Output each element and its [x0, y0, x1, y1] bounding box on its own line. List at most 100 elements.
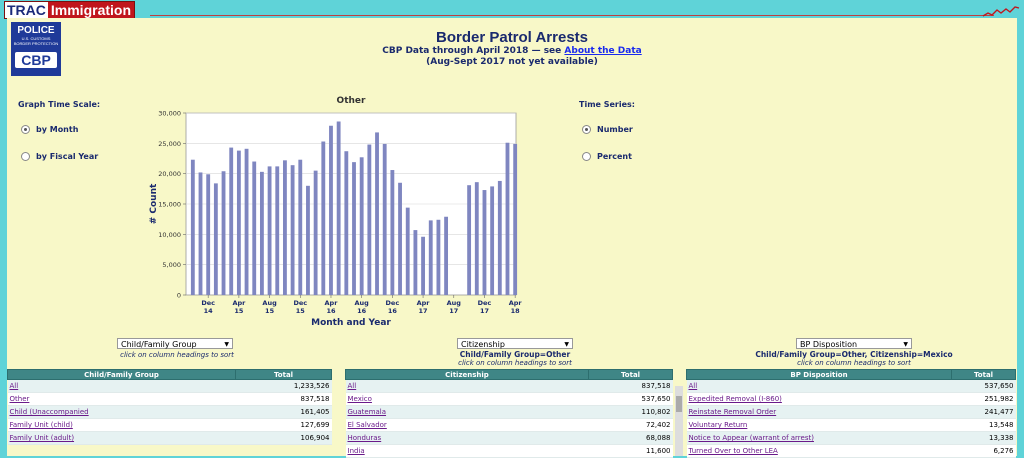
bar — [198, 172, 203, 295]
x-tick-label-year: 15 — [234, 307, 244, 315]
table-row: Turned Over to Other LEA 6,276 — [686, 444, 1016, 458]
by-fiscal-year-radio[interactable]: by Fiscal Year — [21, 152, 98, 161]
table-row: Mexico 537,650 — [345, 392, 673, 406]
row-name-cell: Family Unit (child) — [7, 418, 236, 432]
table-row: Voluntary Return 13,548 — [686, 418, 1016, 432]
row-link[interactable]: Voluntary Return — [688, 421, 748, 429]
row-total-cell: 251,982 — [951, 392, 1016, 406]
group-total-header[interactable]: Total — [235, 369, 332, 380]
percent-label: Percent — [597, 152, 632, 161]
row-total-cell: 241,477 — [951, 405, 1016, 419]
by-month-label: by Month — [36, 125, 79, 134]
y-tick-label: 15,000 — [158, 201, 181, 209]
citizenship-select[interactable]: Citizenship ▼ — [457, 338, 573, 349]
by-month-radio[interactable]: by Month — [21, 125, 78, 134]
number-radio[interactable]: Number — [582, 125, 633, 134]
table-row: Notice to Appear (warrant of arrest) 13,3… — [686, 431, 1016, 445]
bar — [252, 161, 257, 295]
row-link[interactable]: Family Unit (adult) — [9, 434, 75, 442]
row-link[interactable]: All — [9, 382, 19, 390]
x-tick-label-year: 16 — [326, 307, 336, 315]
row-link[interactable]: El Salvador — [347, 421, 387, 429]
radio-empty-icon — [582, 152, 591, 161]
table-row: Expedited Removal (I-860) 251,982 — [686, 392, 1016, 406]
bar — [336, 121, 341, 295]
row-name-cell: All — [686, 379, 952, 393]
by-fiscal-year-label: by Fiscal Year — [36, 152, 99, 161]
dropdown-arrow-icon: ▼ — [903, 341, 908, 348]
row-link[interactable]: All — [688, 382, 698, 390]
y-tick-label: 5,000 — [162, 261, 181, 269]
citizenship-col-header[interactable]: Citizenship — [345, 369, 589, 380]
citizenship-total-header[interactable]: Total — [588, 369, 673, 380]
disposition-select[interactable]: BP Disposition ▼ — [796, 338, 912, 349]
bar — [344, 151, 349, 295]
bar — [306, 185, 310, 295]
group-select[interactable]: Child/Family Group ▼ — [117, 338, 233, 349]
bar — [490, 186, 495, 295]
row-name-cell: El Salvador — [345, 418, 589, 432]
row-total-cell: 6,276 — [951, 444, 1016, 458]
row-name-cell: All — [345, 379, 589, 393]
row-link[interactable]: Reinstate Removal Order — [688, 408, 777, 416]
about-data-link[interactable]: About the Data — [564, 46, 642, 56]
x-tick-label-month: Apr — [509, 299, 523, 307]
disposition-select-value: BP Disposition — [800, 340, 858, 349]
time-scale-label: Graph Time Scale: — [18, 100, 101, 109]
page-title: Border Patrol Arrests — [436, 29, 588, 46]
trac-logo[interactable]: TRAC Immigration — [4, 1, 136, 19]
page-subtitle: CBP Data through April 2018 — see About … — [7, 46, 1017, 57]
trac-logo-part2: Immigration — [47, 2, 135, 18]
table-row: El Salvador 72,402 — [345, 418, 673, 432]
bar — [244, 148, 249, 295]
row-name-cell: Family Unit (adult) — [7, 431, 236, 445]
citizenship-table: Citizenship Total All 837,518 Mexico 537,65… — [345, 369, 673, 458]
citizenship-filter: Child/Family Group=Other — [459, 350, 571, 359]
y-axis-title: # Count — [149, 183, 159, 224]
bar — [267, 166, 272, 295]
x-tick-label-year: 17 — [449, 307, 458, 315]
bar — [236, 150, 241, 295]
row-link[interactable]: Honduras — [347, 434, 382, 442]
row-link[interactable]: Mexico — [347, 395, 372, 403]
citizenship-scrollbar[interactable] — [675, 386, 683, 456]
trend-line-icon — [982, 6, 1020, 17]
time-series-label: Time Series: — [579, 100, 636, 109]
x-tick-label-month: Dec — [386, 299, 400, 307]
row-link[interactable]: Guatemala — [347, 408, 387, 416]
scrollbar-thumb[interactable] — [676, 396, 682, 412]
citizenship-hint: click on column headings to sort — [458, 359, 572, 367]
group-col-header[interactable]: Child/Family Group — [7, 369, 236, 380]
row-total-cell: 161,405 — [235, 405, 332, 419]
bar — [474, 182, 479, 295]
table-row: Guatemala 110,802 — [345, 405, 673, 419]
x-tick-label-month: Apr — [417, 299, 431, 307]
row-link[interactable]: Turned Over to Other LEA — [688, 447, 778, 455]
row-name-cell: Mexico — [345, 392, 589, 406]
bar — [190, 159, 195, 295]
row-link[interactable]: Family Unit (child) — [9, 421, 73, 429]
bar — [329, 125, 333, 296]
group-hint: click on column headings to sort — [67, 351, 287, 359]
y-tick-label: 20,000 — [158, 170, 181, 178]
row-link[interactable]: Expedited Removal (I-860) — [688, 395, 782, 403]
x-tick-label-month: Dec — [293, 299, 307, 307]
percent-radio[interactable]: Percent — [582, 152, 632, 161]
bar — [352, 162, 356, 295]
row-link[interactable]: Child (Unaccompanied — [9, 408, 89, 416]
row-name-cell: Expedited Removal (I-860) — [686, 392, 952, 406]
row-link[interactable]: India — [347, 447, 365, 455]
chart-title: Other — [337, 96, 366, 106]
disposition-table: BP Disposition Total All 537,650 Expedited… — [686, 369, 1016, 458]
row-name-cell: All — [7, 379, 236, 393]
disposition-filter: Child/Family Group=Other, Citizenship=Me… — [755, 350, 953, 359]
table-row: All 537,650 — [686, 379, 1016, 393]
row-link[interactable]: Notice to Appear (warrant of arrest) — [688, 434, 814, 442]
disposition-total-header[interactable]: Total — [951, 369, 1016, 380]
row-name-cell: Honduras — [345, 431, 589, 445]
row-name-cell: Notice to Appear (warrant of arrest) — [686, 431, 952, 445]
row-link[interactable]: Other — [9, 395, 30, 403]
x-tick-label-month: Aug — [447, 299, 462, 307]
row-link[interactable]: All — [347, 382, 357, 390]
disposition-col-header[interactable]: BP Disposition — [686, 369, 952, 380]
